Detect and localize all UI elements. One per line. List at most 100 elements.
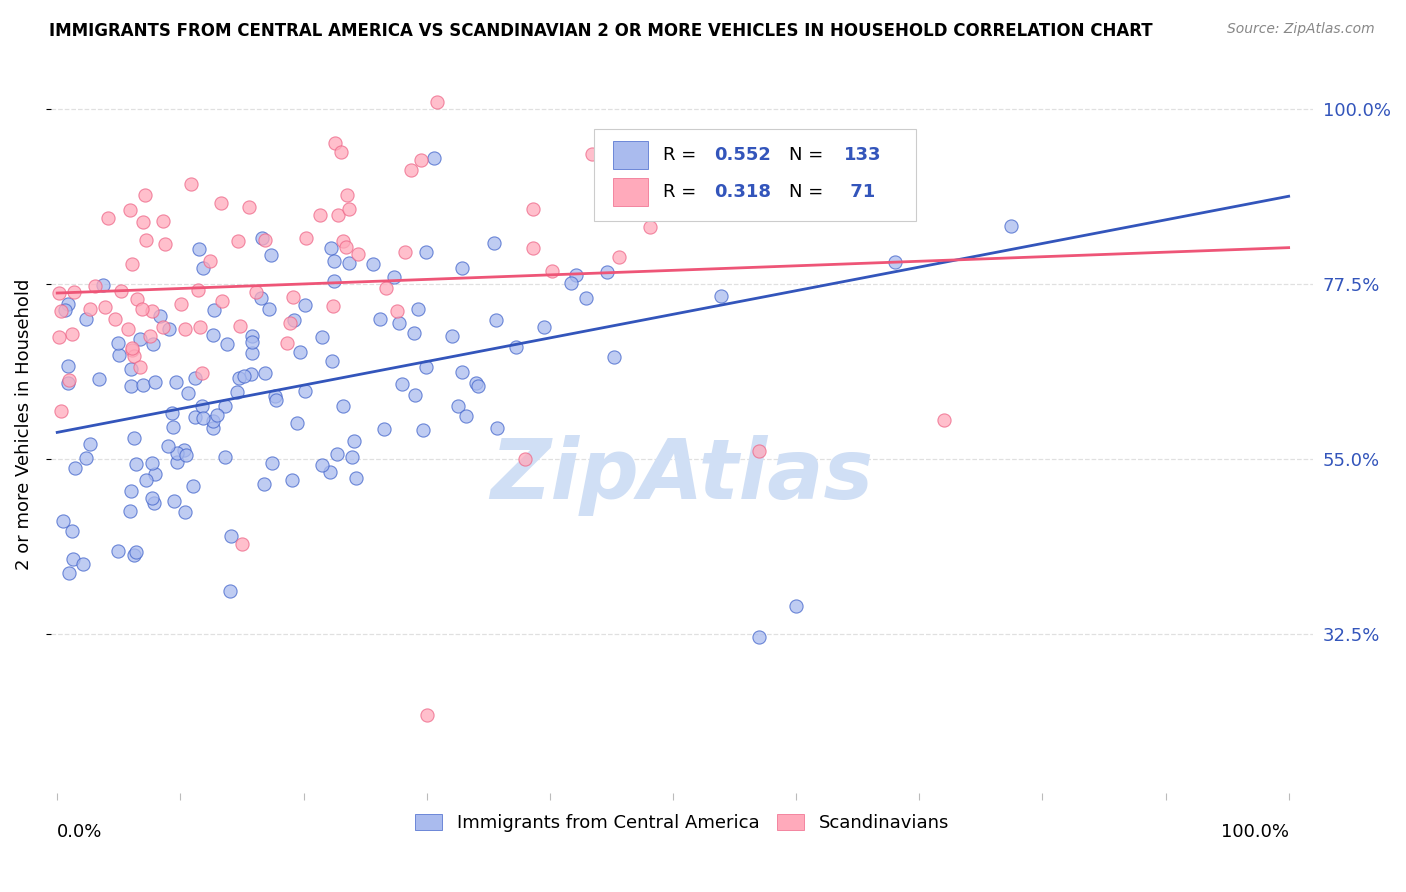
Point (122, 431, 145, 445)
Point (79, 437, 101, 451)
FancyBboxPatch shape (593, 129, 915, 221)
Point (143, 496, 166, 510)
Point (143, 467, 166, 481)
Point (170, 297, 193, 311)
Point (505, 340, 527, 354)
Point (342, 434, 364, 449)
Point (287, 416, 309, 430)
Text: 100.0%: 100.0% (1220, 823, 1289, 841)
Point (49, 304, 72, 318)
Point (385, 303, 408, 318)
Legend: Immigrants from Central America, Scandinavians: Immigrants from Central America, Scandin… (408, 806, 956, 839)
Point (412, 423, 434, 437)
Point (281, 473, 304, 487)
Point (451, 261, 474, 276)
Point (188, 242, 211, 256)
Point (323, 136, 346, 150)
Point (319, 465, 342, 479)
Point (240, 334, 263, 349)
Point (464, 376, 486, 390)
Point (522, 241, 544, 255)
Point (228, 371, 250, 385)
Point (253, 366, 276, 380)
Point (294, 297, 316, 311)
Point (375, 281, 398, 295)
Point (173, 505, 195, 519)
Point (252, 231, 274, 245)
Point (226, 384, 249, 399)
Point (294, 384, 316, 399)
Point (120, 484, 142, 499)
Point (201, 414, 224, 428)
Point (193, 260, 215, 275)
Point (426, 95, 449, 109)
Point (60, 327, 83, 342)
Point (128, 332, 150, 346)
Point (1000, 219, 1022, 233)
Point (173, 442, 195, 457)
Point (48, 286, 70, 301)
Point (215, 337, 238, 351)
Point (330, 145, 353, 159)
Point (180, 177, 202, 191)
Point (193, 411, 215, 425)
Point (84, 278, 107, 293)
Point (288, 344, 311, 359)
Point (131, 302, 153, 317)
Point (415, 708, 437, 723)
Point (335, 240, 357, 254)
Point (127, 293, 149, 307)
Point (52, 514, 75, 528)
Point (415, 245, 437, 260)
Point (141, 304, 163, 318)
Text: Source: ZipAtlas.com: Source: ZipAtlas.com (1227, 22, 1375, 37)
Point (124, 545, 146, 559)
Point (97, 211, 120, 225)
Point (173, 322, 195, 336)
Point (214, 399, 236, 413)
Point (332, 399, 354, 413)
Point (294, 231, 316, 245)
Point (540, 264, 562, 278)
Point (63, 461, 86, 475)
Point (181, 479, 204, 493)
Point (200, 254, 222, 268)
Text: R =: R = (664, 183, 702, 201)
Point (456, 409, 478, 423)
Point (152, 213, 174, 227)
Point (259, 302, 281, 317)
Point (564, 268, 586, 282)
Y-axis label: 2 or more Vehicles in Household: 2 or more Vehicles in Household (15, 278, 32, 570)
Point (166, 446, 188, 460)
Text: N =: N = (789, 183, 830, 201)
Point (337, 256, 360, 270)
Point (103, 311, 125, 326)
Point (239, 367, 262, 381)
Text: 0.552: 0.552 (714, 145, 770, 164)
Point (75, 312, 97, 326)
Point (94, 300, 117, 314)
Point (205, 409, 228, 423)
Point (382, 270, 405, 285)
Point (748, 444, 770, 458)
Point (87, 372, 110, 386)
Point (152, 320, 174, 334)
Point (262, 456, 284, 470)
Point (79, 301, 101, 316)
Point (184, 371, 207, 385)
Point (595, 265, 617, 279)
Point (253, 233, 276, 247)
Point (337, 202, 360, 216)
Point (347, 247, 370, 261)
Point (238, 200, 260, 214)
Point (128, 360, 150, 375)
Point (58, 376, 80, 391)
Point (75, 450, 97, 465)
Point (264, 389, 287, 403)
Point (441, 328, 464, 343)
Point (228, 318, 250, 333)
FancyBboxPatch shape (613, 178, 648, 206)
Point (485, 313, 508, 327)
Point (467, 379, 489, 393)
Text: N =: N = (789, 145, 830, 164)
